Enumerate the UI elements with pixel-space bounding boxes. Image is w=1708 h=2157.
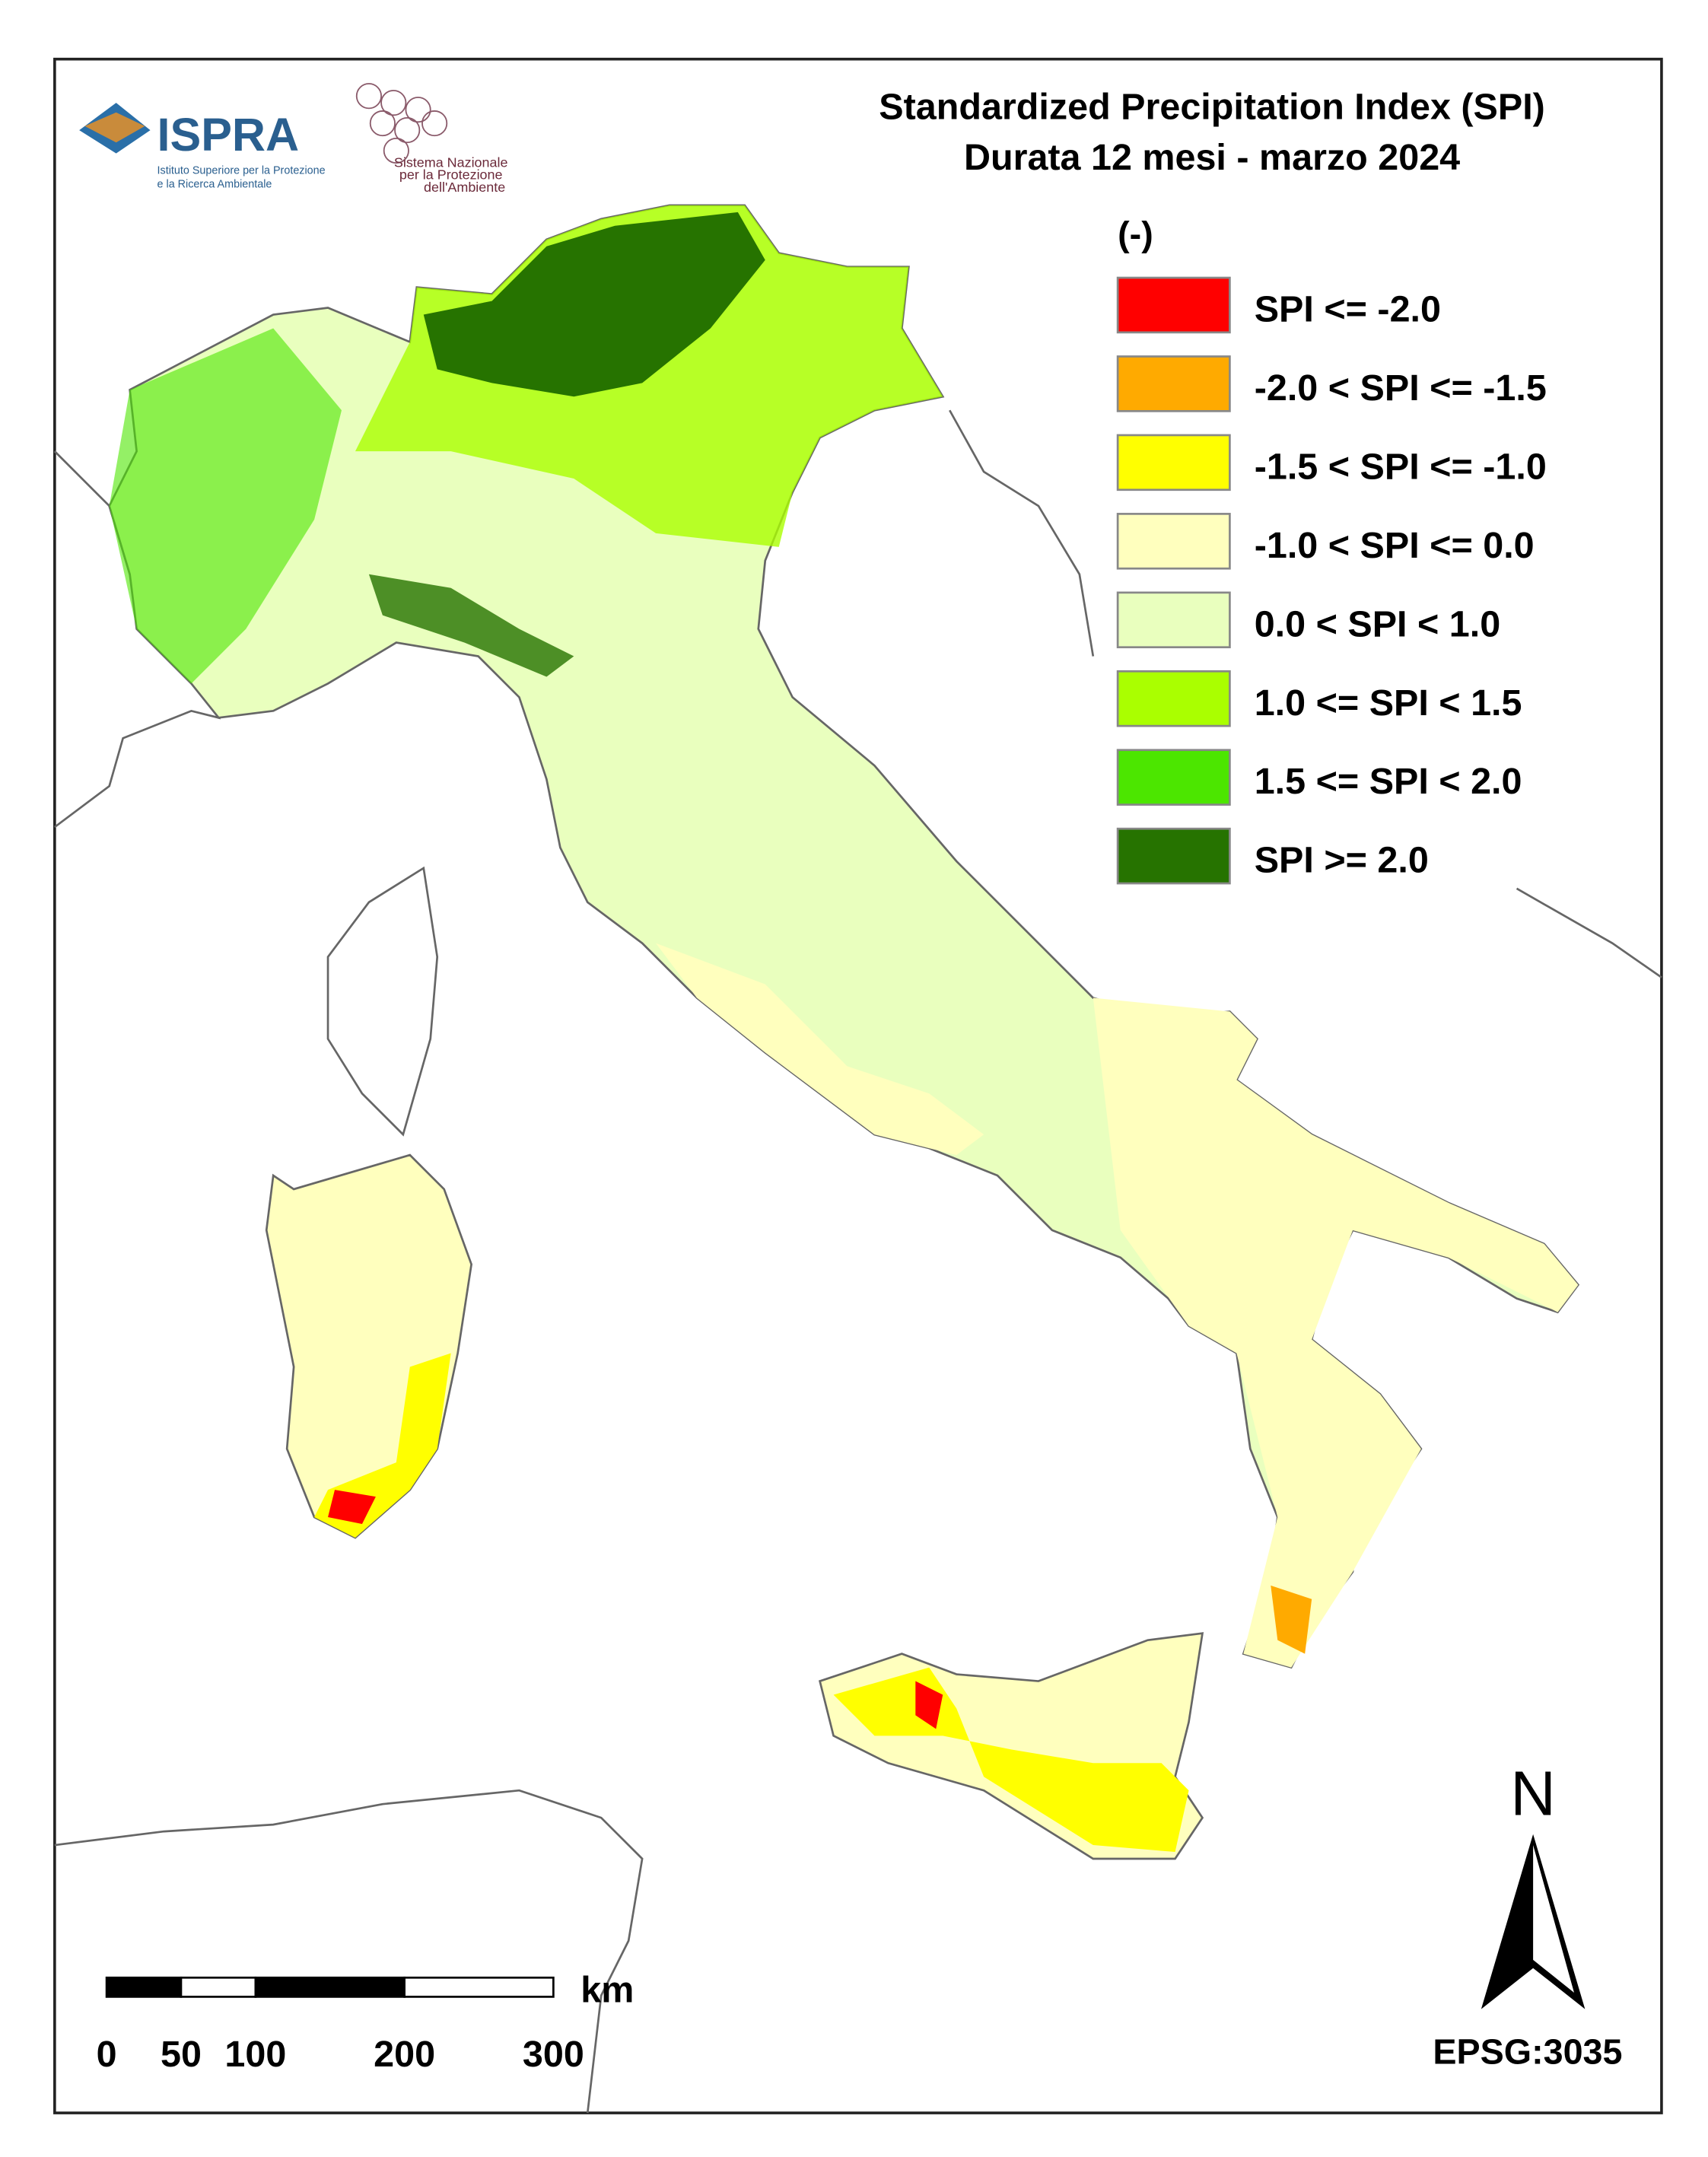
patch — [328, 1490, 376, 1524]
ispra-logo-mark — [84, 112, 145, 143]
legend-swatch — [1116, 591, 1231, 649]
crs-label: EPSG:3035 — [1433, 2031, 1622, 2071]
scale-segment — [105, 1976, 183, 1998]
scale-label: 100 — [224, 2034, 286, 2075]
legend-swatch — [1116, 355, 1231, 412]
legend: SPI <= -2.0 -2.0 < SPI <= -1.5 -1.5 < SPI … — [1116, 276, 1547, 885]
spi-patches — [109, 205, 1579, 1853]
north-label: N — [1510, 1758, 1556, 1829]
ispra-logo: ISPRA — [157, 109, 300, 161]
legend-swatch — [1116, 827, 1231, 885]
title: Durata 12 mesi - marzo 2024 — [964, 137, 1460, 178]
snpa-text: per la Protezione — [399, 167, 503, 183]
scale-label: 200 — [374, 2034, 435, 2075]
ispra-subtitle: Istituto Superiore per la Protezione — [157, 165, 326, 177]
patch — [423, 212, 765, 397]
legend-label: -1.5 < SPI <= -1.0 — [1255, 446, 1547, 487]
scale-unit: km — [580, 1970, 634, 2011]
neighbour-coast — [949, 409, 1662, 978]
patch — [368, 574, 574, 677]
ispra-subtitle: e la Ricerca Ambientale — [157, 179, 272, 191]
title: Standardized Precipitation Index (SPI) — [879, 87, 1545, 128]
legend-swatch — [1116, 670, 1231, 727]
legend-label: SPI >= 2.0 — [1255, 840, 1429, 881]
patch — [1271, 1585, 1312, 1654]
scale-label: 300 — [523, 2034, 584, 2075]
scale-bar: 0 50 100 200 300 — [97, 1976, 584, 2075]
patch — [109, 328, 342, 684]
legend-label: 0.0 < SPI < 1.0 — [1255, 603, 1500, 644]
corsica — [326, 866, 439, 1137]
legend-swatch — [1116, 276, 1231, 334]
legend-label: -2.0 < SPI <= -1.5 — [1255, 367, 1547, 409]
legend-label: -1.0 < SPI <= 0.0 — [1255, 525, 1535, 566]
scale-label: 50 — [161, 2034, 202, 2075]
scale-label: 0 — [97, 2034, 117, 2075]
snpa-text: Sistema Nazionale — [394, 155, 508, 170]
legend-label: 1.0 <= SPI < 1.5 — [1255, 682, 1522, 724]
scale-segment — [403, 1976, 555, 1998]
legend-swatch — [1116, 513, 1231, 570]
snpa-text: dell'Ambiente — [424, 180, 505, 195]
legend-swatch — [1116, 749, 1231, 806]
legend-label: SPI <= -2.0 — [1255, 289, 1441, 330]
scale-segment — [180, 1976, 257, 1998]
legend-swatch — [1116, 434, 1231, 492]
patch — [1093, 997, 1579, 1668]
legend-label: 1.5 <= SPI < 2.0 — [1255, 761, 1522, 802]
patch — [915, 1681, 943, 1729]
patch — [314, 1353, 451, 1538]
legend-unit: (-) — [1118, 215, 1153, 254]
snpa-logo-mark — [355, 83, 448, 164]
scale-segment — [254, 1976, 406, 1998]
patch — [656, 943, 984, 1156]
